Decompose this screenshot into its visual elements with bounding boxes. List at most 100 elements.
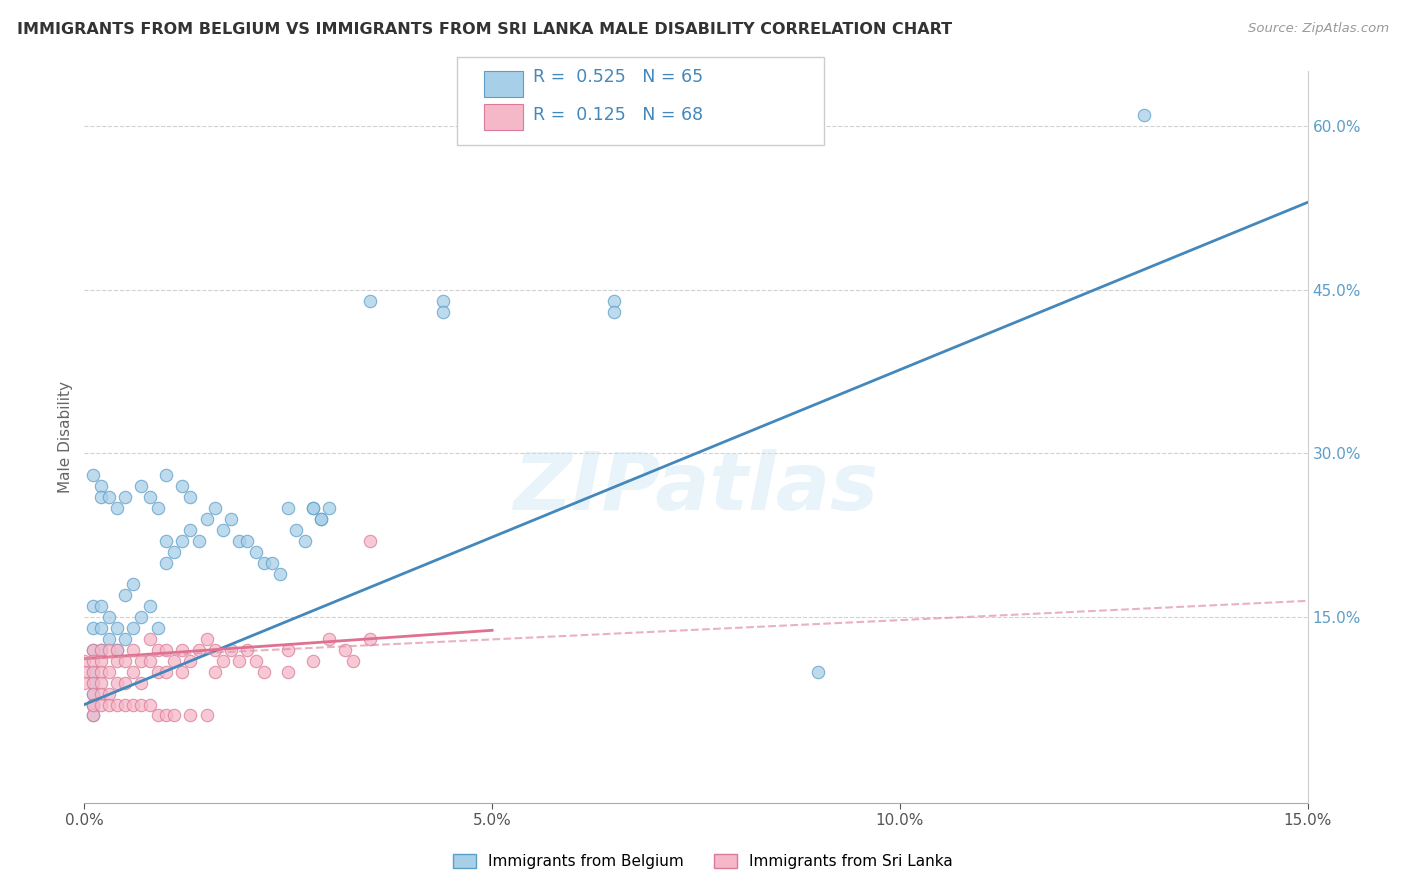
Point (82, 654, 104, 668)
Point (97, 687, 120, 701)
Point (82, 698, 104, 712)
Point (82, 698, 104, 712)
Point (138, 632, 160, 646)
Point (90, 675, 112, 690)
Point (236, 643, 259, 657)
Point (359, 533, 381, 548)
Point (285, 523, 308, 537)
Point (163, 708, 186, 723)
Point (122, 643, 145, 657)
Point (90, 599, 112, 614)
Point (97, 610, 120, 624)
Point (342, 654, 364, 668)
Point (301, 501, 323, 516)
Point (228, 654, 250, 668)
Bar (484, 70, 523, 97)
Point (163, 545, 186, 559)
Point (122, 621, 145, 635)
Point (359, 293, 381, 308)
Point (114, 632, 136, 646)
Point (82, 665, 104, 679)
Point (90, 643, 112, 657)
Point (301, 501, 323, 516)
Point (97, 665, 120, 679)
Point (807, 665, 830, 679)
Point (114, 698, 136, 712)
Point (253, 665, 276, 679)
Point (122, 665, 145, 679)
Point (1133, 108, 1156, 122)
Point (90, 643, 112, 657)
Point (172, 479, 194, 493)
Point (82, 687, 104, 701)
Point (82, 599, 104, 614)
Point (131, 654, 153, 668)
Point (82, 643, 104, 657)
Point (245, 654, 267, 668)
Point (82, 708, 104, 723)
Point (105, 675, 128, 690)
Point (228, 533, 250, 548)
Point (155, 533, 177, 548)
Point (114, 654, 136, 668)
Point (146, 621, 169, 635)
Point (82, 698, 104, 712)
Point (260, 556, 283, 570)
Point (195, 708, 218, 723)
Point (73, 675, 96, 690)
Point (146, 665, 169, 679)
Point (90, 687, 112, 701)
Point (90, 621, 112, 635)
Point (105, 501, 128, 516)
Point (131, 675, 153, 690)
Point (105, 654, 128, 668)
Text: IMMIGRANTS FROM BELGIUM VS IMMIGRANTS FROM SRI LANKA MALE DISABILITY CORRELATION: IMMIGRANTS FROM BELGIUM VS IMMIGRANTS FR… (17, 22, 952, 37)
Point (90, 490, 112, 504)
Point (114, 675, 136, 690)
Point (131, 698, 153, 712)
Point (172, 665, 194, 679)
Text: Source: ZipAtlas.com: Source: ZipAtlas.com (1249, 22, 1389, 36)
Text: R =  0.525   N = 65: R = 0.525 N = 65 (533, 68, 703, 87)
Point (131, 479, 153, 493)
Point (179, 654, 201, 668)
Point (114, 490, 136, 504)
Point (277, 501, 299, 516)
Point (245, 545, 267, 559)
FancyBboxPatch shape (457, 57, 824, 145)
Point (204, 643, 226, 657)
Point (155, 556, 177, 570)
Point (146, 501, 169, 516)
Point (82, 468, 104, 483)
Point (253, 556, 276, 570)
Point (73, 654, 96, 668)
Y-axis label: Male Disability: Male Disability (58, 381, 73, 493)
Point (603, 304, 626, 318)
Point (204, 665, 226, 679)
Point (277, 665, 299, 679)
Point (269, 566, 291, 581)
Point (90, 654, 112, 668)
Point (73, 665, 96, 679)
Point (155, 708, 177, 723)
Point (138, 654, 160, 668)
Point (212, 523, 235, 537)
Point (204, 501, 226, 516)
Point (236, 533, 259, 548)
Bar (484, 103, 523, 130)
Point (131, 610, 153, 624)
Point (179, 523, 201, 537)
Point (82, 675, 104, 690)
Point (195, 512, 218, 526)
Point (97, 643, 120, 657)
Point (90, 698, 112, 712)
Point (82, 687, 104, 701)
Point (172, 643, 194, 657)
Point (155, 468, 177, 483)
Legend: Immigrants from Belgium, Immigrants from Sri Lanka: Immigrants from Belgium, Immigrants from… (447, 848, 959, 875)
Point (122, 577, 145, 591)
Point (105, 643, 128, 657)
Point (146, 708, 169, 723)
Point (105, 698, 128, 712)
Point (212, 654, 235, 668)
